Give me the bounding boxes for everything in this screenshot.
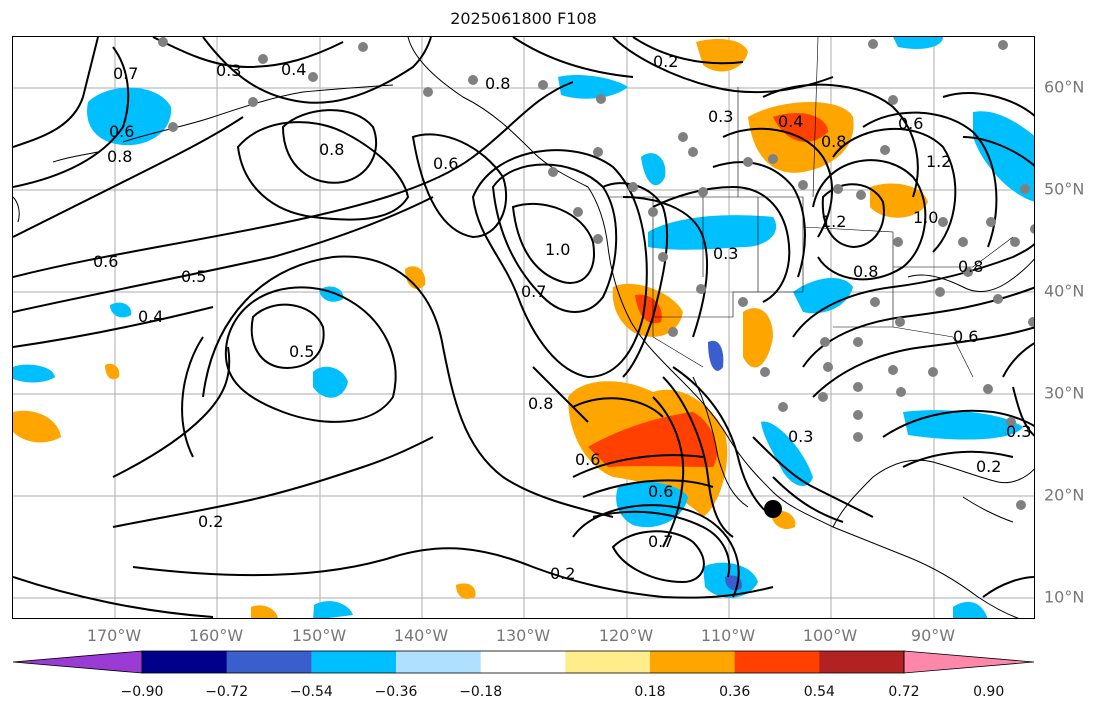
colorbar-segment	[819, 651, 905, 673]
lon-label: 160°W	[188, 626, 244, 645]
map-svg: 0.3 0.4 0.7 0.6 0.8 0.8 0.6 0.8 0.6 0.5 …	[13, 37, 1034, 618]
storm-marker	[764, 500, 782, 518]
contour-label: 0.8	[853, 262, 878, 281]
colorbar-segment	[480, 651, 566, 673]
lat-label: 20°N	[1044, 485, 1085, 505]
contour-label: 0.6	[93, 252, 118, 271]
contour-label: 1.0	[545, 240, 570, 259]
contour-label: 0.5	[181, 267, 206, 286]
colorbar-extend-low	[12, 650, 143, 674]
colorbar-segment	[734, 651, 820, 673]
contour-label: 0.8	[319, 140, 344, 159]
negative-shading	[13, 37, 1034, 618]
contour-label: 0.4	[138, 307, 163, 326]
colorbar-segment	[226, 651, 312, 673]
colorbar-frame	[141, 650, 905, 674]
colorbar-segment	[565, 651, 651, 673]
contour-label: 0.4	[778, 112, 803, 131]
contour-label: 0.7	[521, 282, 546, 301]
colorbar-extend-high	[903, 650, 1035, 674]
lon-label: 150°W	[291, 626, 347, 645]
lat-label: 30°N	[1044, 383, 1085, 403]
coastlines	[13, 37, 1034, 618]
contour-label: 0.2	[550, 564, 575, 583]
contours	[13, 37, 1034, 618]
lon-label: 100°W	[802, 626, 858, 645]
colorbar-tick-label: 0.72	[888, 684, 920, 700]
colorbar-tick-label: 0.54	[803, 684, 835, 700]
contour-label: 0.4	[281, 60, 306, 79]
colorbar-tick-label: −0.72	[205, 684, 249, 700]
lon-label: 130°W	[495, 626, 551, 645]
contour-label: 0.5	[289, 342, 314, 361]
contour-label: 0.3	[788, 427, 813, 446]
contour-label: 0.8	[821, 132, 846, 151]
contour-label: 0.7	[648, 532, 673, 551]
contour-label: 0.6	[575, 450, 600, 469]
contour-label: 0.8	[528, 394, 553, 413]
contour-labels: 0.3 0.4 0.7 0.6 0.8 0.8 0.6 0.8 0.6 0.5 …	[93, 52, 1031, 583]
colorbar-tick-label: 0.18	[634, 684, 666, 700]
lat-label: 40°N	[1044, 281, 1085, 301]
contour-label: 1.0	[913, 208, 938, 227]
lon-label: 110°W	[700, 626, 756, 645]
colorbar-segment	[396, 651, 482, 673]
station-dots	[158, 37, 1034, 510]
contour-label: 0.2	[976, 457, 1001, 476]
colorbar-tick-label: −0.54	[289, 684, 333, 700]
colorbar-segment	[650, 651, 736, 673]
borders	[610, 37, 1014, 378]
contour-label: 0.2	[198, 512, 223, 531]
contour-label: 0.6	[953, 327, 978, 346]
lon-label: 120°W	[598, 626, 654, 645]
colorbar-tick-label: 0.90	[973, 684, 1005, 700]
contour-label: 0.3	[708, 107, 733, 126]
colorbar-tick-label: −0.36	[374, 684, 418, 700]
contour-label: 0.6	[433, 154, 458, 173]
contour-label: 0.3	[1006, 422, 1031, 441]
contour-label: 0.6	[109, 122, 134, 141]
contour-label: 0.6	[648, 482, 673, 501]
colorbar-segment	[311, 651, 397, 673]
contour-label: 0.8	[958, 257, 983, 276]
colorbar-tick-label: −0.90	[120, 684, 164, 700]
lat-label: 50°N	[1044, 179, 1085, 199]
contour-label: 1.2	[821, 212, 846, 231]
contour-label: 1.2	[926, 152, 951, 171]
contour-label: 0.8	[485, 74, 510, 93]
contour-label: 0.8	[107, 147, 132, 166]
graticule	[13, 37, 1034, 618]
contour-label: 0.6	[898, 114, 923, 133]
contour-label: 0.7	[113, 64, 138, 83]
lat-label: 60°N	[1044, 77, 1085, 97]
lon-label: 170°W	[86, 626, 142, 645]
colorbar-tick-label: −0.18	[459, 684, 503, 700]
map-panel[interactable]: 0.3 0.4 0.7 0.6 0.8 0.8 0.6 0.8 0.6 0.5 …	[12, 36, 1035, 619]
lon-label: 140°W	[393, 626, 449, 645]
contour-label: 0.3	[713, 244, 738, 263]
colorbar	[12, 650, 1035, 674]
contour-label: 0.3	[216, 61, 241, 80]
lat-label: 10°N	[1044, 587, 1085, 607]
map-title: 2025061800 F108	[450, 9, 597, 28]
colorbar-tick-label: 0.36	[719, 684, 751, 700]
contour-label: 0.2	[653, 52, 678, 71]
lon-label: 90°W	[910, 626, 956, 645]
colorbar-segment	[142, 651, 228, 673]
